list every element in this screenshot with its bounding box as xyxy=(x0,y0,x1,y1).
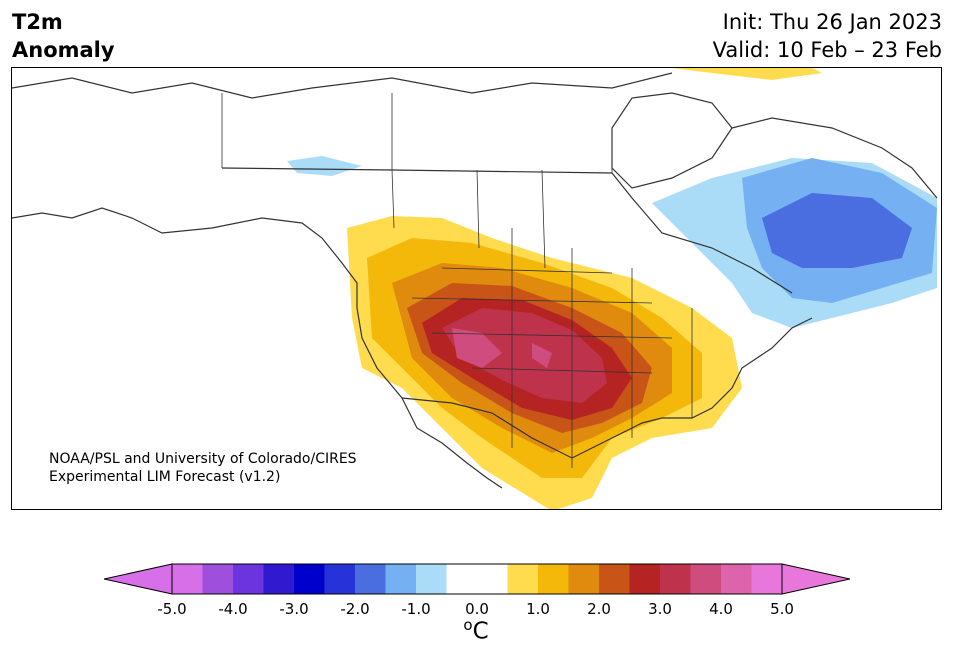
warm-arctic-strip xyxy=(672,68,822,80)
pacific-coastline xyxy=(12,207,503,489)
colorbar-over-triangle xyxy=(781,563,850,595)
canada-us-border xyxy=(221,167,793,294)
init-date: Init: Thu 26 Jan 2023 xyxy=(722,10,942,34)
colorbar-segment xyxy=(660,564,691,594)
colorbar-segment xyxy=(599,564,630,594)
colorbar-segment xyxy=(202,564,234,594)
colorbar-segment xyxy=(172,564,203,594)
arctic-coast xyxy=(12,72,673,99)
colorbar-tick-label: 0.0 xyxy=(465,600,489,618)
unit-label: oC xyxy=(463,616,488,645)
colorbar-segment xyxy=(233,564,264,594)
colorbar-segment xyxy=(721,564,752,594)
data-credit: NOAA/PSL and University of Colorado/CIRE… xyxy=(49,450,357,486)
hudson-bay-coast xyxy=(611,92,733,189)
warm-anomaly-shading xyxy=(347,216,742,509)
colorbar-outline xyxy=(171,563,783,595)
forecast-dates: Init: Thu 26 Jan 2023 Valid: 10 Feb – 23… xyxy=(713,8,942,64)
colorbar-segment xyxy=(263,564,295,594)
colorbar-segment xyxy=(385,564,417,594)
credit-line-1: NOAA/PSL and University of Colorado/CIRE… xyxy=(49,451,357,467)
colorbar-segment xyxy=(538,564,569,594)
title-line-2: Anomaly xyxy=(12,38,115,62)
warm-level-7 xyxy=(452,328,552,368)
degree-symbol: o xyxy=(463,616,473,634)
colorbar-segment xyxy=(294,564,325,594)
title-line-1: T2m xyxy=(12,10,63,34)
colorbar-tick-label: 1.0 xyxy=(526,600,550,618)
colorbar-tick-label: 5.0 xyxy=(770,600,794,618)
map-title: T2m Anomaly xyxy=(12,8,115,64)
cool-hudson-strip xyxy=(287,156,362,176)
colorbar-under-triangle xyxy=(104,563,173,595)
colorbar-tick-label: 3.0 xyxy=(648,600,672,618)
coastlines-borders xyxy=(12,72,938,489)
unit-letter: C xyxy=(472,618,489,645)
colorbar-segment xyxy=(416,564,447,594)
colorbar-tick-label: -3.0 xyxy=(279,600,309,618)
colorbar-segment xyxy=(751,564,783,594)
cool-level-3 xyxy=(762,193,912,268)
colorbar-segment xyxy=(629,564,661,594)
valid-period: Valid: 10 Feb – 23 Feb xyxy=(712,38,942,62)
colorbar-segment xyxy=(446,564,478,594)
cool-anomaly-shading xyxy=(287,68,937,328)
us-mexico-border xyxy=(401,397,573,459)
warm-level-6 xyxy=(442,308,607,403)
anomaly-map: NOAA/PSL and University of Colorado/CIRE… xyxy=(11,67,942,510)
colorbar xyxy=(104,563,850,595)
colorbar-tick-label: 4.0 xyxy=(709,600,733,618)
credit-line-2: Experimental LIM Forecast (v1.2) xyxy=(49,469,281,485)
state-province-lines xyxy=(221,93,693,468)
colorbar-segment xyxy=(568,564,600,594)
colorbar-tick-label: -5.0 xyxy=(157,600,187,618)
labrador-coast xyxy=(731,117,938,199)
colorbar-tick-label: -2.0 xyxy=(340,600,370,618)
colorbar-segment xyxy=(324,564,356,594)
colorbar-tick-label: 2.0 xyxy=(587,600,611,618)
colorbar-segment xyxy=(690,564,722,594)
colorbar-segment xyxy=(507,564,539,594)
gulf-coastline xyxy=(571,317,813,459)
colorbar-tick-label: -4.0 xyxy=(218,600,248,618)
colorbar-segment xyxy=(477,564,508,594)
map-canvas xyxy=(12,68,938,509)
colorbar-segments xyxy=(172,564,783,594)
colorbar-segment xyxy=(355,564,386,594)
colorbar-tick-label: -1.0 xyxy=(401,600,431,618)
